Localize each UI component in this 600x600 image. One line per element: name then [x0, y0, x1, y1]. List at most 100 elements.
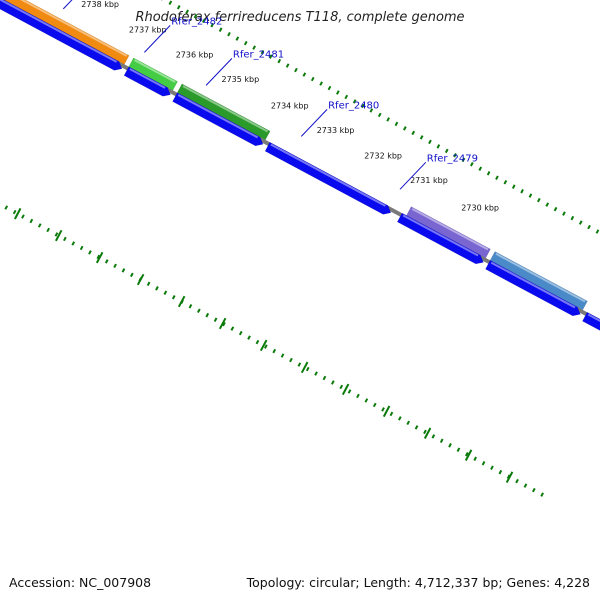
inner-tick: [465, 452, 469, 457]
inner-tick: [205, 312, 210, 318]
cds-arrow-highlight: [177, 94, 259, 139]
inner-tick: [88, 250, 92, 255]
gene-bar-rfer-2479-highlight: [411, 208, 489, 251]
inner-major-tick: [423, 427, 432, 439]
outer-tick: [386, 117, 390, 122]
outer-tick: [319, 81, 323, 86]
tick-label: 2730 kbp: [461, 203, 499, 212]
outer-tick: [444, 148, 449, 154]
gene-bar-rfer-2481: [176, 83, 271, 141]
inner-tick: [398, 416, 402, 421]
map-title: Rhodoferax ferrireducens T118, complete …: [135, 10, 465, 25]
inner-tick: [171, 295, 176, 300]
gene-bar-rfer-2482-highlight: [134, 59, 176, 83]
inner-tick: [448, 443, 452, 448]
inner-tick: [339, 384, 344, 390]
inner-tick: [532, 487, 536, 493]
gene-bar-rfer-2483-highlight: [20, 0, 128, 57]
inner-major-tick: [95, 251, 104, 264]
gene-leader-line: [62, 0, 73, 10]
outer-tick: [336, 90, 340, 95]
outer-tick: [470, 162, 474, 167]
gene-label: Rfer_2479: [427, 153, 478, 164]
inner-tick: [163, 290, 168, 295]
tick-label: 2734 kbp: [271, 101, 309, 110]
outer-tick: [344, 94, 349, 100]
gene-leader-line: [144, 25, 171, 53]
inner-tick: [264, 344, 268, 349]
inner-tick: [63, 236, 67, 242]
outer-tick: [210, 22, 215, 28]
inner-tick: [12, 209, 17, 215]
gene-bar-rfer-2478-highlight: [495, 252, 586, 303]
outer-tick: [202, 18, 206, 23]
inner-tick: [389, 411, 394, 417]
outer-tick: [294, 67, 298, 73]
outer-tick: [377, 112, 382, 118]
inner-tick: [297, 362, 302, 367]
outer-tick: [478, 166, 483, 171]
outer-tick: [243, 40, 248, 46]
inner-tick: [121, 268, 126, 273]
outer-tick: [545, 202, 550, 207]
inner-tick: [146, 281, 151, 287]
accession-text: Accession: NC_007908: [9, 575, 152, 590]
gene-bar-rfer-2481-highlight: [182, 85, 269, 133]
inner-tick: [155, 286, 159, 291]
tick-label: 2736 kbp: [176, 50, 214, 59]
inner-tick: [515, 478, 519, 484]
inner-tick: [439, 438, 444, 444]
cds-arrow: [485, 259, 581, 317]
outer-tick: [403, 126, 407, 131]
inner-tick: [456, 447, 461, 452]
inner-tick: [481, 461, 486, 466]
outer-tick: [578, 220, 583, 225]
cds-arrow: [123, 66, 171, 97]
inner-tick: [498, 469, 503, 475]
inner-tick: [130, 272, 134, 278]
inner-tick: [280, 353, 285, 358]
outer-tick: [394, 121, 399, 127]
outer-tick: [595, 229, 600, 234]
outer-tick: [193, 14, 198, 19]
inner-tick: [222, 321, 226, 327]
inner-major-tick: [259, 339, 268, 352]
outer-tick: [369, 108, 374, 113]
cds-arrow: [0, 0, 123, 71]
cds-arrow-highlight: [129, 68, 166, 89]
cds-arrow-highlight: [490, 261, 576, 309]
gene-bar-rfer-2479: [406, 206, 491, 259]
inner-tick: [29, 218, 34, 224]
gene-leader-line: [300, 109, 328, 137]
inner-major-tick: [505, 471, 514, 483]
inner-major-tick: [218, 317, 227, 330]
inner-tick: [381, 407, 385, 412]
inner-tick: [247, 335, 251, 340]
outer-tick: [352, 99, 357, 104]
inner-tick: [347, 389, 352, 394]
inner-tick: [213, 317, 218, 322]
inner-major-tick: [464, 449, 473, 461]
cds-arrow-highlight: [587, 313, 600, 322]
tick-label: 2735 kbp: [222, 75, 260, 84]
tick-label: 2738 kbp: [81, 0, 119, 9]
outer-tick: [411, 130, 416, 136]
inner-tick: [21, 214, 25, 219]
inner-tick: [414, 425, 419, 430]
inner-tick: [423, 429, 427, 435]
inner-major-tick: [136, 273, 145, 286]
outer-tick: [503, 180, 508, 185]
tick-label: 2731 kbp: [410, 176, 448, 185]
inner-tick: [490, 465, 494, 470]
outer-tick: [528, 193, 533, 198]
cds-arrow-highlight: [402, 214, 479, 257]
outer-tick: [218, 27, 223, 32]
inner-tick: [104, 259, 109, 264]
cds-arrow: [172, 92, 264, 147]
gene-label: Rfer_2481: [233, 49, 284, 60]
inner-tick: [372, 402, 377, 408]
inner-tick: [188, 304, 193, 309]
features: [0, 0, 600, 331]
outer-tick: [570, 215, 575, 221]
outer-tick: [277, 58, 282, 64]
